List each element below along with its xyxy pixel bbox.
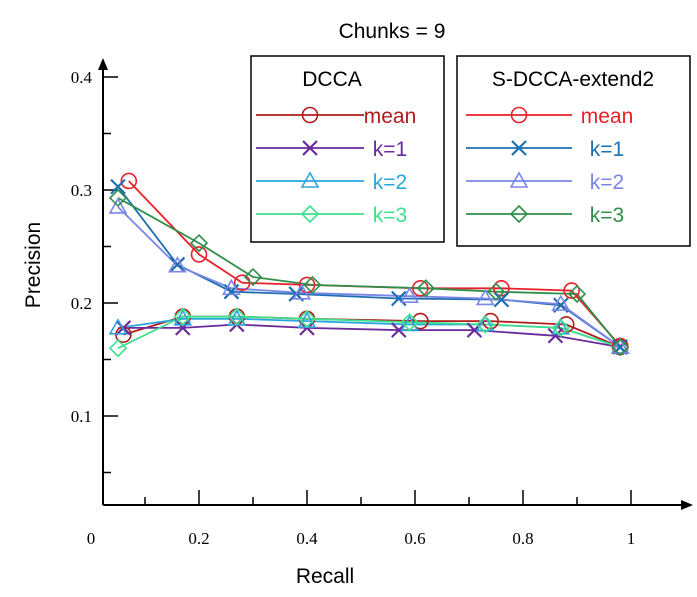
data-point-dcca-k3 <box>297 309 317 328</box>
legend-label-sdcca-k2: k=2 <box>590 171 624 194</box>
series-line-sdcca-k2 <box>117 206 621 348</box>
data-point-sdcca-k2 <box>400 286 419 304</box>
data-point-sdcca-k2 <box>222 278 241 296</box>
x-tick-label: 0.8 <box>512 529 533 548</box>
data-point-sdcca-k3 <box>611 337 630 357</box>
data-point-dcca-k3 <box>476 315 495 334</box>
data-point-sdcca-k3 <box>567 284 587 304</box>
y-tick-label: 0.2 <box>71 294 92 313</box>
data-point-sdcca-k2 <box>475 288 495 306</box>
legend-marker-dcca-k3 <box>300 204 320 224</box>
legend-title-sdcca: S-DCCA-extend2 <box>492 68 654 91</box>
data-point-sdcca-k2 <box>610 337 630 354</box>
legend-marker-sdcca-mean <box>510 106 528 124</box>
legend-label-dcca-k2: k=2 <box>373 171 407 194</box>
legend-label-sdcca-k3: k=3 <box>590 204 624 227</box>
legend-label-dcca-k3: k=3 <box>373 204 407 227</box>
legend-label-dcca-mean: mean <box>364 105 417 128</box>
data-point-sdcca-k2 <box>551 294 571 311</box>
x-tick-label: 1 <box>627 529 636 548</box>
legend-label-sdcca-mean: mean <box>581 105 634 128</box>
data-point-sdcca-mean <box>412 280 429 297</box>
y-tick-label: 0.3 <box>71 181 92 200</box>
y-tick-label: 0.4 <box>71 68 93 87</box>
legend-label-dcca-k1: k=1 <box>373 138 407 161</box>
data-point-sdcca-mean <box>493 280 510 297</box>
series-line-dcca-k3 <box>117 315 621 350</box>
data-point-dcca-k1 <box>175 320 191 336</box>
data-point-sdcca-k3 <box>303 275 322 295</box>
data-point-sdcca-k2 <box>292 283 311 300</box>
legend-marker-dcca-k2 <box>300 171 320 188</box>
legend-marker-sdcca-k2 <box>509 171 529 188</box>
data-point-sdcca-k3 <box>108 188 128 208</box>
data-point-sdcca-k1 <box>493 291 510 308</box>
data-point-sdcca-k1 <box>110 178 126 195</box>
data-point-dcca-k3 <box>173 307 192 326</box>
x-axis-label: Recall <box>296 565 354 588</box>
data-point-sdcca-k3 <box>486 282 506 301</box>
data-point-dcca-k2 <box>551 318 571 335</box>
data-point-sdcca-k3 <box>416 279 435 298</box>
x-axis-arrow <box>681 500 693 510</box>
data-point-sdcca-mean <box>120 172 138 190</box>
data-point-sdcca-mean <box>190 246 208 263</box>
data-point-sdcca-k2 <box>168 256 187 273</box>
data-point-sdcca-mean <box>563 282 580 299</box>
legend-title-dcca: DCCA <box>302 68 362 91</box>
data-point-dcca-k2 <box>475 314 495 332</box>
data-point-dcca-k3 <box>108 339 128 358</box>
data-point-dcca-k1 <box>547 327 564 344</box>
data-point-sdcca-k1 <box>612 339 628 355</box>
x-tick-label: 0.4 <box>296 529 318 548</box>
data-point-dcca-k3 <box>400 313 419 332</box>
data-point-sdcca-k3 <box>243 267 263 287</box>
y-tick-label: 0.1 <box>71 407 92 426</box>
y-axis-arrow <box>98 58 108 70</box>
y-axis-label: Precision <box>22 222 45 308</box>
legend-marker-dcca-k1 <box>302 140 318 156</box>
series-line-dcca-k1 <box>123 323 621 348</box>
x-tick-label: 0.6 <box>404 529 425 548</box>
data-point-sdcca-k2 <box>108 197 128 214</box>
legend-marker-sdcca-k3 <box>509 204 529 224</box>
legend-marker-sdcca-k1 <box>511 140 527 156</box>
legend-label-sdcca-k1: k=1 <box>590 138 624 161</box>
data-point-sdcca-k1 <box>391 290 407 307</box>
data-point-sdcca-mean <box>298 276 316 294</box>
data-point-dcca-k3 <box>551 318 570 337</box>
legend-marker-dcca-mean <box>301 106 319 124</box>
data-point-dcca-k3 <box>227 307 246 326</box>
chart-title: Chunks = 9 <box>339 20 446 43</box>
legend-box-dcca <box>250 55 445 243</box>
data-point-dcca-k2 <box>108 318 128 335</box>
data-point-sdcca-k1 <box>169 256 186 273</box>
data-point-dcca-k1 <box>391 322 407 338</box>
series-line-sdcca-k3 <box>117 197 621 348</box>
x-tick-label: 0.2 <box>188 529 209 548</box>
x-tick-label: 0 <box>87 529 96 548</box>
data-point-sdcca-k3 <box>189 233 209 253</box>
